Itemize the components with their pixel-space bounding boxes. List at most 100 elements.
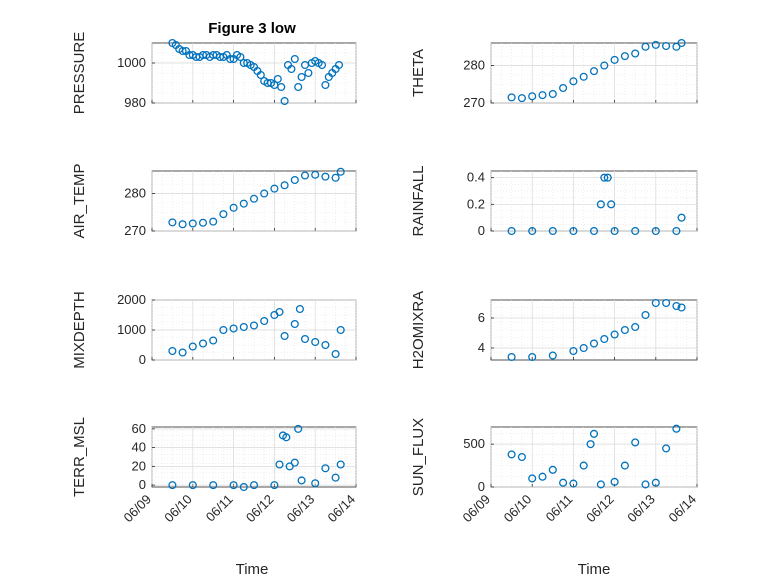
y-tick-label: 0: [478, 479, 485, 494]
data-point-air_temp: [168, 218, 177, 227]
data-point-sun_flux: [548, 465, 557, 474]
subplot-pressure: 980 1000 PRESSURE: [71, 32, 357, 115]
data-point-h2omixra: [620, 325, 629, 335]
data-point-theta: [600, 61, 609, 70]
y-axis-label-sun_flux: SUN_FLUX: [410, 418, 427, 496]
data-point-mixdepth: [260, 316, 269, 326]
data-point-terr_msl: [270, 481, 279, 490]
y-tick-label: 4: [478, 340, 485, 355]
y-tick-label: 270: [124, 223, 146, 238]
y-tick-label: 6: [478, 310, 485, 325]
data-point-sun_flux: [672, 424, 681, 433]
data-point-mixdepth: [229, 324, 238, 333]
data-point-pressure: [277, 82, 286, 92]
data-point-air_temp: [290, 175, 299, 185]
data-point-mixdepth: [300, 334, 310, 344]
y-tick-label: 0: [139, 477, 146, 492]
data-point-pressure: [273, 74, 282, 84]
y-tick-label: 280: [124, 186, 146, 201]
y-tick-label: 40: [132, 440, 146, 455]
y-tick-label: 20: [132, 458, 146, 473]
data-point-h2omixra: [569, 346, 578, 356]
x-tick-label: 06/14: [325, 492, 359, 526]
data-point-theta: [528, 92, 537, 101]
data-point-sun_flux: [641, 480, 650, 489]
data-point-pressure: [287, 64, 296, 74]
data-point-theta: [651, 40, 660, 49]
y-tick-label: 2000: [117, 292, 146, 307]
x-axis-label-right: Time: [578, 561, 611, 578]
subplot-sun_flux: 06/09 06/10 06/11 06/12 06/13 06/14 0 500 SUN_FL…: [410, 418, 699, 525]
data-point-air_temp: [336, 167, 345, 176]
data-point-rainfall: [672, 226, 681, 236]
x-tick-label: 06/12: [583, 492, 617, 526]
y-tick-label: 500: [463, 436, 485, 451]
subplot-theta: 270 280 THETA: [410, 38, 698, 110]
data-point-mixdepth: [321, 340, 330, 350]
data-point-terr_msl: [311, 479, 320, 488]
data-point-air_temp: [331, 173, 340, 182]
data-point-sun_flux: [610, 477, 619, 486]
x-tick-label: 06/11: [203, 492, 236, 525]
data-point-rainfall: [600, 173, 609, 182]
data-point-rainfall: [528, 226, 537, 236]
data-point-mixdepth: [336, 325, 345, 335]
x-tick-label: 06/10: [501, 492, 535, 526]
data-point-air_temp: [239, 199, 248, 208]
data-point-pressure: [304, 68, 313, 78]
data-point-air_temp: [178, 220, 187, 229]
data-point-theta: [641, 42, 650, 51]
data-point-terr_msl: [168, 481, 177, 490]
data-point-mixdepth: [219, 325, 228, 335]
data-point-air_temp: [198, 218, 208, 227]
data-point-rainfall: [569, 226, 578, 236]
data-point-rainfall: [607, 200, 616, 209]
data-point-sun_flux: [507, 450, 516, 459]
data-point-sun_flux: [517, 452, 526, 462]
data-point-rainfall: [548, 226, 557, 236]
data-point-terr_msl: [290, 458, 299, 467]
y-axis-label-pressure: PRESSURE: [71, 32, 88, 115]
data-point-pressure: [321, 80, 330, 90]
data-point-mixdepth: [209, 336, 218, 345]
x-tick-label: 06/09: [460, 492, 494, 526]
data-point-theta: [507, 93, 516, 102]
data-point-terr_msl: [209, 481, 218, 490]
data-point-h2omixra: [677, 303, 686, 312]
data-point-mixdepth: [275, 307, 284, 317]
y-axis-label-theta: THETA: [410, 49, 427, 97]
subplot-rainfall: 0 0.2 0.4 RAINFALL: [410, 166, 698, 238]
subplot-mixdepth: 0 1000 2000 MIXDEPTH: [71, 291, 357, 369]
data-point-air_temp: [321, 172, 330, 181]
data-point-h2omixra: [672, 301, 681, 311]
data-point-terr_msl: [249, 481, 259, 490]
data-point-rainfall: [589, 226, 599, 236]
data-point-rainfall: [596, 200, 605, 209]
data-point-h2omixra: [600, 334, 609, 344]
y-tick-label: 0.2: [467, 196, 485, 211]
y-axis-label-rainfall: RAINFALL: [410, 166, 427, 237]
data-point-terr_msl: [297, 476, 306, 485]
data-point-pressure: [256, 70, 265, 80]
y-tick-label: 0: [139, 352, 146, 367]
data-point-terr_msl: [188, 481, 197, 490]
data-point-sun_flux: [631, 438, 640, 447]
y-tick-label: 270: [463, 95, 485, 110]
data-point-sun_flux: [620, 461, 629, 470]
data-point-terr_msl: [239, 482, 248, 492]
data-point-h2omixra: [631, 322, 640, 332]
data-point-air_temp: [300, 171, 310, 180]
x-tick-label: 06/13: [624, 492, 658, 526]
data-point-air_temp: [219, 210, 228, 219]
data-point-pressure: [178, 46, 187, 56]
data-point-rainfall: [631, 226, 640, 236]
x-axis-label-left: Time: [236, 561, 269, 578]
data-point-terr_msl: [321, 464, 330, 473]
y-tick-label: 1000: [117, 55, 146, 70]
subplot-air_temp: 270 280 AIR_TEMP: [71, 163, 357, 239]
data-point-pressure: [226, 54, 235, 64]
x-tick-label: 06/14: [666, 492, 700, 526]
data-point-sun_flux: [528, 474, 537, 483]
data-point-h2omixra: [610, 330, 619, 339]
data-point-h2omixra: [662, 298, 671, 308]
